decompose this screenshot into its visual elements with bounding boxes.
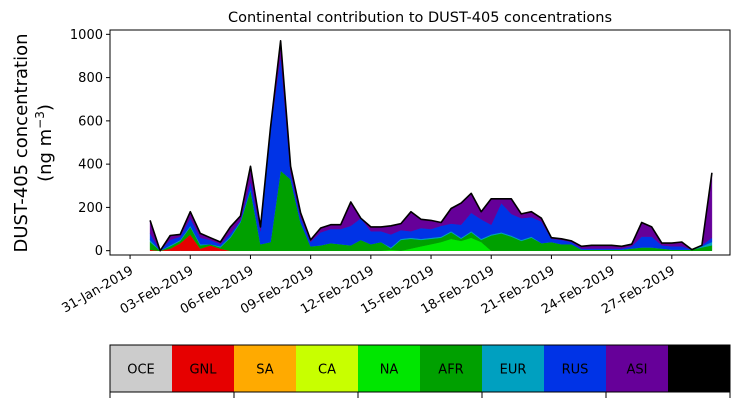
plot-frame	[109, 29, 731, 256]
y-axis-unit-close: )	[35, 104, 56, 111]
colorbar-swatch-na	[358, 345, 421, 392]
colorbar-label-afr: AFR	[438, 363, 463, 378]
y-tick-label: 1000	[70, 28, 103, 43]
colorbar-label-na: NA	[380, 363, 399, 378]
y-axis-label-line2: (ng m−3)	[33, 104, 56, 182]
y-tick-label: 200	[78, 201, 103, 216]
colorbar-label-sa: SA	[256, 363, 273, 378]
colorbar-legend: OCE GNL SA CA NA AFR EUR RUS ASI AUS	[109, 344, 731, 398]
axes: 0200400600800100031-Jan-201903-Feb-20190…	[59, 28, 731, 317]
colorbar-swatch-eur	[482, 345, 545, 392]
y-tick-label: 0	[95, 244, 103, 259]
colorbar-label-gnl: GNL	[189, 363, 217, 378]
colorbar-swatch-asi	[606, 345, 669, 392]
colorbar-label-ca: CA	[318, 363, 336, 378]
y-axis-unit: (ng m	[35, 129, 56, 182]
colorbar-label-eur: EUR	[500, 363, 527, 378]
y-axis-unit-exponent: −3	[33, 111, 47, 129]
y-axis-label-line1: DUST-405 concentration	[11, 33, 32, 252]
colorbar-frame	[109, 344, 731, 393]
y-axis-label: DUST-405 concentration (ng m−3)	[11, 33, 56, 252]
colorbar-label-oce: OCE	[127, 363, 155, 378]
colorbar-label-rus: RUS	[562, 363, 589, 378]
y-tick-label: 400	[78, 158, 103, 173]
colorbar-swatch-aus	[668, 345, 731, 392]
plot-area	[149, 40, 713, 252]
y-tick-label: 800	[78, 71, 103, 86]
colorbar-swatch-gnl	[172, 345, 235, 392]
colorbar-swatch-oce	[110, 345, 173, 392]
colorbar-swatch-ca	[296, 345, 359, 392]
chart-title: Continental contribution to DUST-405 con…	[228, 10, 612, 26]
total-line	[149, 40, 713, 252]
colorbar-swatch-rus	[544, 345, 607, 392]
colorbar-label-aus: AUS	[686, 363, 713, 378]
colorbar-swatch-afr	[420, 345, 483, 392]
area-series-asi	[149, 40, 713, 252]
y-tick-label: 600	[78, 114, 103, 129]
colorbar-swatch-sa	[234, 345, 297, 392]
colorbar-label-asi: ASI	[627, 363, 648, 378]
